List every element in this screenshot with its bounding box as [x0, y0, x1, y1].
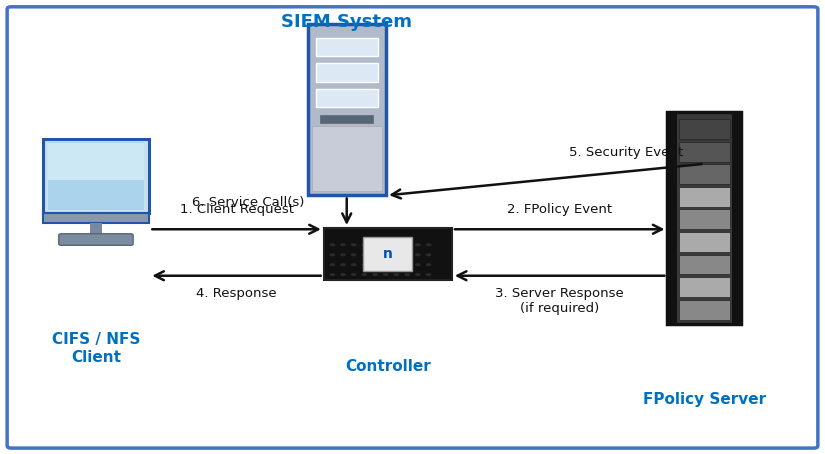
Circle shape [351, 263, 356, 266]
Circle shape [383, 263, 389, 266]
Circle shape [372, 263, 378, 266]
Circle shape [415, 263, 421, 266]
Circle shape [415, 253, 421, 257]
Circle shape [329, 263, 335, 266]
FancyBboxPatch shape [316, 38, 378, 56]
Circle shape [372, 243, 378, 247]
FancyBboxPatch shape [7, 7, 818, 448]
Circle shape [426, 243, 431, 247]
Circle shape [415, 243, 421, 247]
FancyBboxPatch shape [679, 300, 730, 320]
Text: 3. Server Response
(if required): 3. Server Response (if required) [495, 287, 624, 315]
Circle shape [351, 253, 356, 257]
Text: 6. Service Call(s): 6. Service Call(s) [192, 196, 304, 209]
Text: Controller: Controller [345, 359, 431, 374]
Circle shape [426, 263, 431, 266]
Circle shape [329, 243, 335, 247]
Circle shape [404, 253, 410, 257]
FancyBboxPatch shape [48, 142, 144, 210]
FancyBboxPatch shape [667, 112, 677, 324]
Circle shape [394, 253, 399, 257]
Circle shape [383, 273, 389, 276]
Circle shape [404, 263, 410, 266]
FancyBboxPatch shape [43, 139, 149, 213]
Circle shape [340, 263, 346, 266]
FancyBboxPatch shape [59, 234, 133, 245]
FancyBboxPatch shape [667, 112, 742, 324]
Circle shape [394, 243, 399, 247]
Circle shape [329, 273, 335, 276]
Circle shape [404, 273, 410, 276]
FancyBboxPatch shape [324, 228, 451, 280]
Text: n: n [383, 247, 393, 262]
Circle shape [361, 273, 367, 276]
Circle shape [340, 253, 346, 257]
Circle shape [351, 273, 356, 276]
Circle shape [394, 263, 399, 266]
FancyBboxPatch shape [43, 213, 149, 223]
FancyBboxPatch shape [679, 164, 730, 184]
FancyBboxPatch shape [679, 187, 730, 207]
Text: 4. Response: 4. Response [196, 287, 277, 300]
FancyBboxPatch shape [363, 237, 412, 271]
Circle shape [426, 253, 431, 257]
FancyBboxPatch shape [679, 142, 730, 162]
Text: SIEM System: SIEM System [281, 13, 412, 31]
Circle shape [361, 253, 367, 257]
Text: 1. Client Request: 1. Client Request [180, 203, 294, 216]
Circle shape [404, 243, 410, 247]
Circle shape [372, 273, 378, 276]
Circle shape [340, 243, 346, 247]
Circle shape [361, 243, 367, 247]
FancyBboxPatch shape [308, 24, 386, 195]
Circle shape [340, 273, 346, 276]
Circle shape [415, 273, 421, 276]
FancyBboxPatch shape [679, 119, 730, 139]
Bar [90, 223, 102, 235]
Text: 5. Security Event: 5. Security Event [568, 146, 683, 159]
FancyBboxPatch shape [320, 115, 374, 123]
Text: CIFS / NFS
Client: CIFS / NFS Client [52, 332, 140, 365]
Circle shape [351, 243, 356, 247]
FancyBboxPatch shape [679, 232, 730, 252]
Circle shape [372, 253, 378, 257]
FancyBboxPatch shape [679, 209, 730, 229]
Text: FPolicy Server: FPolicy Server [643, 393, 766, 408]
FancyBboxPatch shape [312, 126, 382, 191]
FancyBboxPatch shape [732, 112, 742, 324]
Circle shape [426, 273, 431, 276]
FancyBboxPatch shape [679, 277, 730, 297]
Circle shape [383, 243, 389, 247]
Circle shape [394, 273, 399, 276]
FancyBboxPatch shape [316, 89, 378, 107]
FancyBboxPatch shape [679, 255, 730, 274]
Circle shape [329, 253, 335, 257]
Text: 2. FPolicy Event: 2. FPolicy Event [507, 203, 612, 216]
FancyBboxPatch shape [316, 63, 378, 82]
FancyBboxPatch shape [48, 143, 144, 180]
Circle shape [383, 253, 389, 257]
Circle shape [361, 263, 367, 266]
